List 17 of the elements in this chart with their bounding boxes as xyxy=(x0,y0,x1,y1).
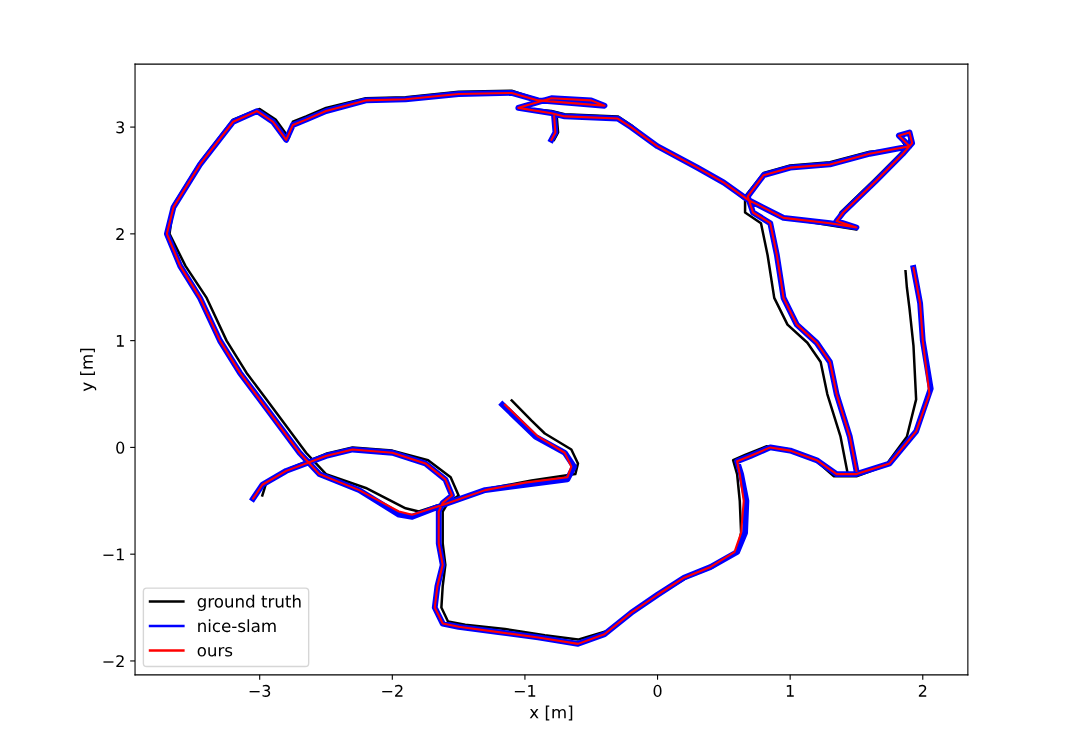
legend-label: nice-slam xyxy=(198,619,276,633)
legend-label: ours xyxy=(197,647,233,657)
x-tick-label: 2 xyxy=(918,684,927,697)
legend-label: ground truth xyxy=(197,594,301,611)
y-tick-label: 1 xyxy=(116,335,124,347)
x-tick-label: 0 xyxy=(653,684,662,697)
x-tick-label: −1 xyxy=(514,685,536,697)
x-tick-label: −3 xyxy=(249,684,271,697)
y-tick-label: 3 xyxy=(116,121,125,134)
y-tick-label: 0 xyxy=(116,441,125,454)
x-axis-title: x [m] xyxy=(529,705,573,721)
x-tick-label: 1 xyxy=(786,685,794,697)
y-tick-label: −2 xyxy=(103,655,124,668)
y-axis-title: y [m] xyxy=(80,348,97,392)
y-tick-label: −1 xyxy=(103,548,124,561)
y-tick-label: 2 xyxy=(116,228,124,240)
x-tick-label: −2 xyxy=(382,684,403,697)
